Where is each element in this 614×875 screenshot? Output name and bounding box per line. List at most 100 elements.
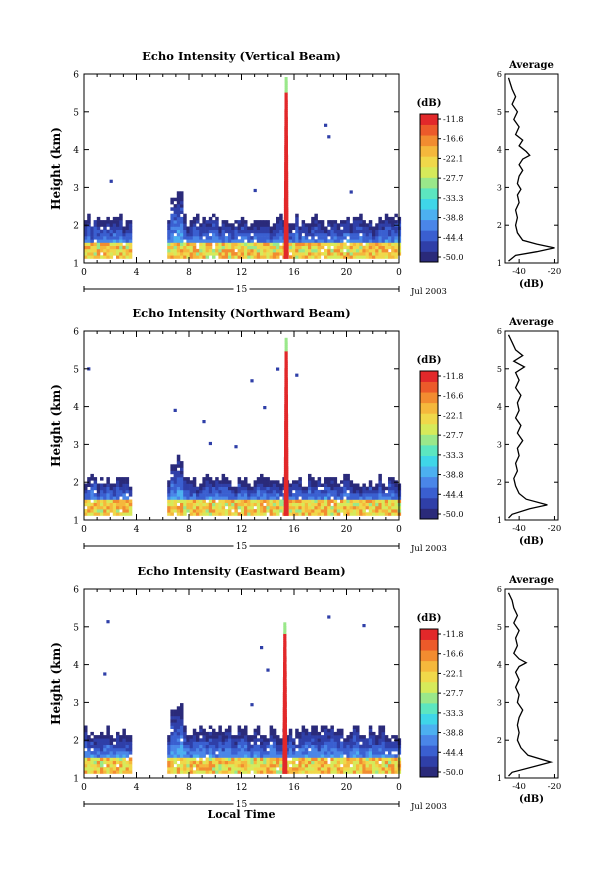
heatmap-cell (330, 483, 334, 487)
heatmap-cell (359, 248, 363, 253)
heatmap-cell (330, 738, 334, 742)
heatmap-cell (180, 767, 184, 771)
heatmap-cell (205, 767, 210, 771)
heatmap-cell (237, 496, 242, 500)
heatmap-cell (295, 229, 299, 234)
heatmap-cell (244, 735, 248, 739)
x-tick-label: 16 (288, 525, 300, 535)
heatmap-cell (272, 236, 277, 240)
spike-cell (283, 487, 289, 490)
heatmap-cell (263, 751, 267, 755)
heatmap-cell (292, 223, 296, 227)
heatmap-cell (192, 763, 197, 768)
heatmap-cell (378, 216, 382, 221)
heatmap-cell (234, 255, 238, 259)
heatmap-cell (269, 496, 274, 500)
heatmap-cell (394, 239, 398, 243)
heatmap-cell (346, 223, 350, 227)
heatmap-cell (362, 239, 366, 243)
heatmap-cell (106, 229, 110, 234)
heatmap-cell (279, 226, 283, 230)
heatmap-cell (240, 751, 245, 755)
heatmap-cell (96, 767, 101, 771)
heatmap-cell (173, 483, 178, 487)
heatmap-cell (250, 760, 254, 765)
spike-cell (284, 455, 289, 458)
heatmap-cell (234, 741, 238, 745)
heatmap-cell (173, 229, 178, 234)
heatmap-cell (103, 220, 107, 224)
heatmap-cell (269, 738, 274, 742)
heatmap-cell (221, 754, 226, 758)
spike-cell (283, 485, 289, 488)
colorbar-swatch (420, 251, 438, 263)
heatmap-cell (336, 496, 341, 500)
heatmap-cell (189, 229, 194, 234)
heatmap-cell (311, 731, 315, 736)
heatmap-cell (234, 770, 238, 774)
heatmap-cell (192, 477, 197, 481)
heatmap-cell (391, 480, 395, 484)
heatmap-cell (128, 505, 133, 510)
heatmap-cell (250, 245, 254, 250)
heatmap-cell (109, 226, 114, 230)
heatmap-cell (279, 248, 283, 253)
heatmap-cell (205, 747, 210, 752)
heatmap-cell (112, 754, 117, 758)
heatmap-cell (314, 489, 318, 494)
heatmap-cell (87, 751, 91, 755)
heatmap-cell (272, 480, 277, 484)
heatmap-cell (324, 493, 328, 497)
heatmap-cell (180, 751, 184, 755)
heatmap-cell (301, 738, 306, 742)
heatmap-cell (356, 512, 360, 516)
heatmap-cell (119, 255, 123, 259)
heatmap-cell (378, 489, 382, 494)
spike-cell (284, 188, 289, 191)
heatmap-cell (173, 207, 178, 211)
heatmap-cell (260, 242, 264, 246)
heatmap-cell (87, 255, 91, 259)
heatmap-cell (365, 763, 370, 768)
heatmap-cell (269, 252, 274, 256)
colorbar-swatch (420, 445, 438, 456)
heatmap-cell (292, 232, 296, 237)
heatmap-cell (394, 754, 398, 758)
heatmap-cell (378, 223, 382, 227)
heatmap-cell (119, 245, 123, 250)
colorbar-swatch (420, 755, 438, 767)
heatmap-cell (343, 486, 347, 491)
heatmap-cell (317, 754, 322, 758)
heatmap-cell (304, 728, 309, 733)
heatmap-cell (180, 210, 184, 214)
heatmap-cell (196, 229, 200, 234)
heatmap-cell (167, 223, 171, 227)
heatmap-cell (228, 239, 232, 243)
heatmap-cell (352, 229, 357, 234)
heatmap-cell (304, 229, 309, 234)
heatmap-cell (362, 512, 366, 516)
heatmap-cell (298, 763, 302, 768)
heatmap-cell (365, 499, 370, 503)
heatmap-cell (276, 223, 280, 227)
heatmap-cell (343, 767, 347, 771)
heatmap-cell (260, 229, 264, 234)
heatmap-cell (308, 731, 312, 736)
heatmap-cell (288, 248, 293, 253)
heatmap-cell (301, 770, 306, 774)
heatmap-cell (311, 477, 315, 481)
spike-cell (282, 764, 288, 767)
heatmap-cell (176, 454, 181, 459)
heatmap-cell (208, 731, 213, 736)
heatmap-cell (324, 741, 328, 745)
spike-cell (284, 453, 289, 456)
heatmap-cell (96, 502, 101, 507)
heatmap-cell (365, 770, 370, 774)
heatmap-cell (314, 751, 318, 755)
heatmap-cell (103, 751, 107, 755)
heatmap-cell (256, 223, 261, 227)
heatmap-cell (330, 735, 334, 739)
spike-cell (282, 696, 287, 699)
heatmap-cell (176, 496, 181, 500)
heatmap-cell (173, 252, 178, 256)
